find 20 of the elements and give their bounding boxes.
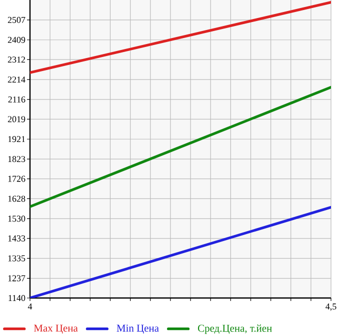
y-tick-label: 1335 (8, 255, 26, 262)
y-tick-label: 2312 (8, 56, 25, 63)
y-tick-label: 1823 (8, 156, 26, 162)
legend-label: Min Цена (116, 324, 159, 334)
legend-label: Max Цена (34, 324, 78, 334)
y-tick-label: 2019 (8, 116, 26, 122)
x-tick-label: 4 (28, 304, 32, 310)
y-tick-label: 1628 (8, 196, 26, 202)
y-tick-label: 1530 (8, 216, 26, 222)
y-tick-label: 1140 (8, 294, 26, 302)
x-tick-label: 4,5 (326, 304, 336, 311)
y-tick-label: 2409 (8, 36, 26, 43)
legend-label: Сред.Цена, т.йен (198, 324, 272, 334)
y-tick-label: 1433 (8, 235, 26, 242)
y-tick-label: 1237 (8, 275, 26, 282)
y-tick-label: 2507 (8, 16, 26, 23)
y-tick-label: 2116 (8, 96, 26, 102)
y-tick-label: 2214 (8, 76, 26, 82)
y-tick-label: 1921 (8, 136, 25, 142)
y-tick-label: 1726 (8, 176, 26, 182)
